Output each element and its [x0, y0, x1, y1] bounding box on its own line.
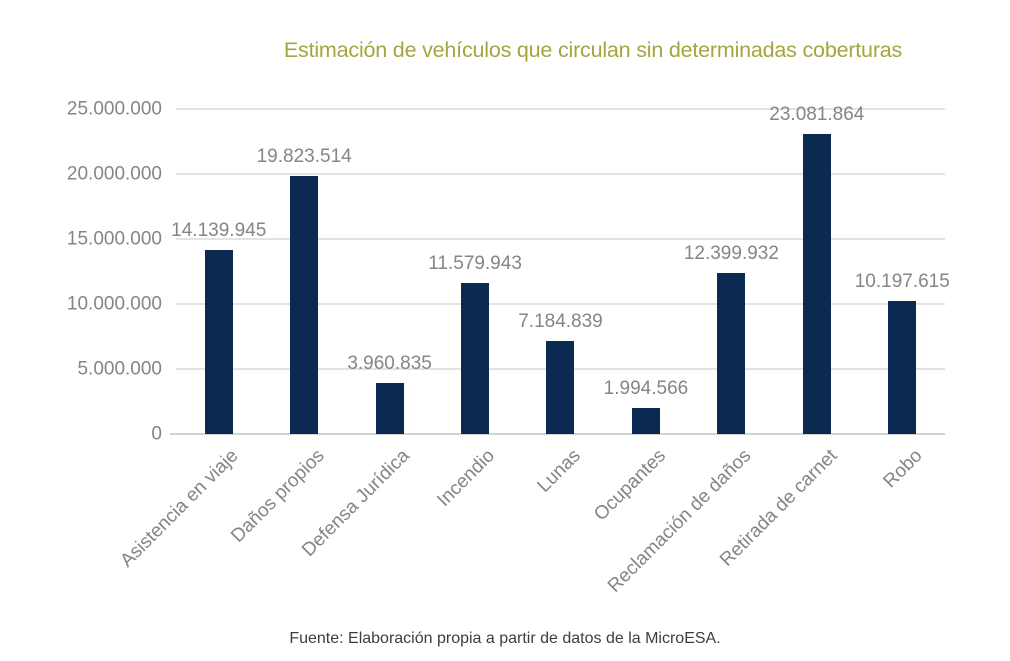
bar-slot: 7.184.839	[518, 109, 603, 434]
x-axis: Asistencia en viaje Daños propios Defensa …	[117, 445, 945, 611]
bar-value-label: 10.197.615	[854, 271, 950, 293]
x-category-label: Ocupantes	[590, 445, 671, 526]
bar-value-label: 23.081.864	[769, 103, 865, 125]
bar-value-label: 14.139.945	[171, 220, 267, 242]
bar-value-label: 1.994.566	[603, 378, 689, 400]
bar	[888, 301, 917, 434]
bar	[375, 382, 404, 434]
bar-slot: 19.823.514	[257, 109, 352, 434]
y-tick-label: 20.000.000	[66, 163, 162, 185]
bar	[204, 250, 233, 434]
bar	[631, 408, 660, 434]
source-note: Fuente: Elaboración propia a partir de d…	[289, 630, 721, 647]
bar-value-label: 11.579.943	[428, 253, 522, 275]
bar	[802, 133, 831, 434]
x-category-label: Lunas	[533, 445, 585, 497]
plot-area: 14.139.945 19.823.514 3.960.835 11.579.943 7…	[170, 105, 950, 435]
y-tick-label: 5.000.000	[77, 358, 162, 380]
bar-value-label: 12.399.932	[683, 242, 779, 264]
y-tick-label: 10.000.000	[66, 293, 162, 315]
y-tick-label: 0	[151, 423, 162, 445]
bar	[546, 340, 575, 434]
gridline	[176, 303, 945, 305]
chart-title: Estimación de vehículos que circulan sin…	[283, 38, 903, 62]
bar-slot: 10.197.615	[855, 109, 950, 434]
bar	[461, 283, 490, 434]
bar	[717, 272, 746, 434]
bar-slot: 3.960.835	[347, 109, 432, 434]
bar-slot: 23.081.864	[769, 105, 864, 434]
y-tick-label: 25.000.000	[66, 98, 162, 120]
x-category-label: Reclamación de daños	[604, 445, 756, 597]
bar-value-label: 19.823.514	[256, 146, 352, 168]
gridline	[176, 238, 945, 240]
x-category-label: Asistencia en viaje	[116, 445, 243, 572]
bar-slot: 11.579.943	[428, 109, 522, 434]
gridline	[176, 173, 945, 175]
bar-value-label: 7.184.839	[518, 310, 603, 332]
bar-slot: 14.139.945	[171, 109, 266, 434]
x-axis-baseline	[170, 433, 945, 435]
gridline	[176, 108, 945, 110]
bar-value-label: 3.960.835	[347, 352, 432, 374]
x-category-label: Incendio	[433, 445, 500, 511]
bar-slot: 12.399.932	[684, 109, 779, 434]
x-category-label: Robo	[879, 445, 927, 493]
bar	[290, 176, 319, 434]
y-tick-label: 15.000.000	[66, 228, 162, 250]
bar-slot: 1.994.566	[603, 109, 688, 434]
y-axis: 0 5.000.000 10.000.000 15.000.000 20.000.000…	[0, 100, 162, 444]
